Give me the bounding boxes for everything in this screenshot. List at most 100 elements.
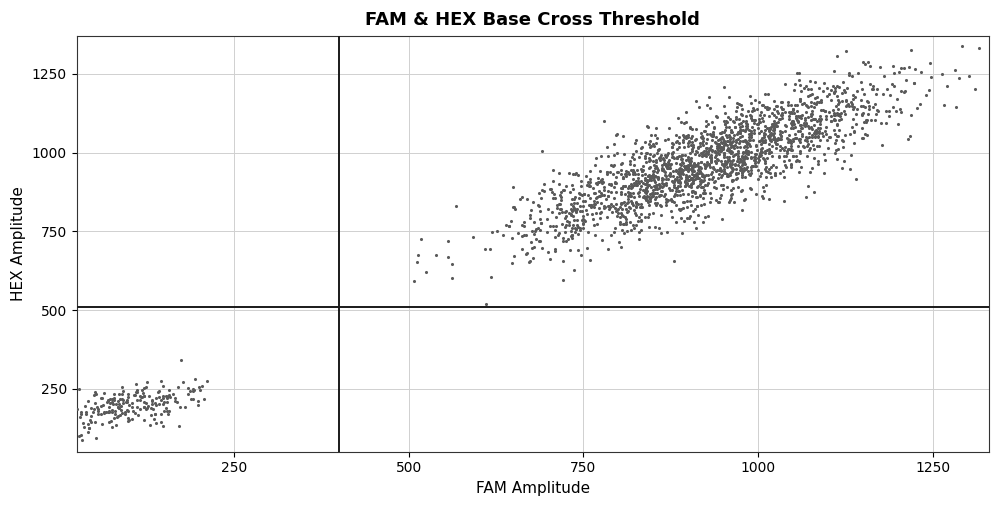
Point — [94, 394, 110, 403]
Point — [127, 409, 143, 417]
Point — [891, 67, 907, 76]
Point — [818, 130, 834, 138]
Point — [702, 198, 718, 206]
Point — [680, 133, 696, 141]
Point — [87, 388, 103, 396]
Point — [440, 253, 456, 261]
Point — [724, 177, 740, 186]
Point — [625, 221, 641, 229]
Point — [57, 401, 73, 409]
Point — [804, 133, 820, 141]
Point — [713, 147, 729, 155]
Point — [802, 77, 818, 85]
Point — [678, 162, 694, 170]
Point — [646, 161, 662, 169]
Point — [635, 186, 651, 194]
Point — [898, 77, 914, 85]
Point — [869, 85, 885, 93]
Point — [614, 211, 630, 219]
Point — [808, 126, 824, 134]
Point — [633, 177, 649, 186]
Point — [758, 162, 774, 170]
Point — [784, 109, 800, 117]
Point — [139, 378, 155, 386]
Point — [892, 105, 908, 113]
Point — [821, 133, 837, 141]
Point — [448, 202, 464, 210]
Point — [649, 173, 665, 182]
Point — [628, 182, 644, 190]
Point — [634, 143, 650, 151]
Point — [856, 118, 872, 126]
Point — [660, 134, 676, 142]
Point — [813, 116, 829, 124]
Point — [826, 111, 842, 119]
Point — [136, 392, 152, 400]
Point — [652, 154, 668, 162]
Point — [752, 149, 768, 157]
Point — [729, 99, 745, 107]
Point — [563, 205, 579, 213]
Point — [638, 179, 654, 188]
Point — [783, 124, 799, 132]
Point — [606, 161, 622, 169]
Point — [683, 173, 699, 182]
Point — [716, 138, 732, 146]
Point — [803, 113, 819, 121]
Point — [829, 109, 845, 117]
Point — [716, 102, 732, 111]
Point — [190, 401, 206, 409]
Point — [642, 174, 658, 182]
Point — [754, 148, 770, 156]
Point — [659, 164, 675, 172]
Point — [608, 173, 624, 182]
Point — [722, 115, 738, 123]
Point — [799, 133, 815, 141]
Point — [689, 170, 705, 178]
Point — [741, 139, 757, 148]
Point — [830, 96, 846, 104]
Point — [729, 102, 745, 111]
Point — [692, 192, 708, 200]
Point — [803, 137, 819, 146]
Point — [658, 200, 674, 208]
Point — [693, 176, 709, 184]
Point — [666, 177, 682, 185]
Point — [690, 183, 706, 191]
Point — [616, 229, 632, 237]
Point — [738, 146, 754, 154]
Point — [722, 140, 738, 149]
Point — [792, 121, 808, 129]
Point — [733, 126, 749, 134]
Point — [761, 112, 777, 120]
Point — [742, 111, 758, 119]
Point — [599, 142, 615, 151]
Point — [738, 137, 754, 145]
Point — [134, 386, 150, 394]
Point — [642, 195, 658, 203]
Point — [812, 120, 828, 128]
Point — [755, 137, 771, 146]
Point — [775, 105, 791, 114]
Point — [674, 168, 690, 176]
Point — [87, 399, 103, 407]
Point — [570, 231, 586, 239]
Point — [155, 422, 171, 430]
Point — [113, 402, 129, 410]
Point — [658, 154, 674, 162]
Point — [533, 194, 549, 202]
Point — [684, 146, 700, 154]
Point — [762, 135, 778, 143]
Point — [725, 152, 741, 160]
Point — [554, 208, 570, 216]
Point — [708, 112, 724, 120]
Point — [620, 207, 636, 215]
Point — [626, 205, 642, 213]
Point — [673, 153, 689, 161]
Point — [798, 82, 814, 90]
Point — [808, 128, 824, 136]
Point — [413, 235, 429, 243]
Point — [782, 135, 798, 143]
Point — [171, 422, 187, 430]
Point — [626, 182, 642, 190]
